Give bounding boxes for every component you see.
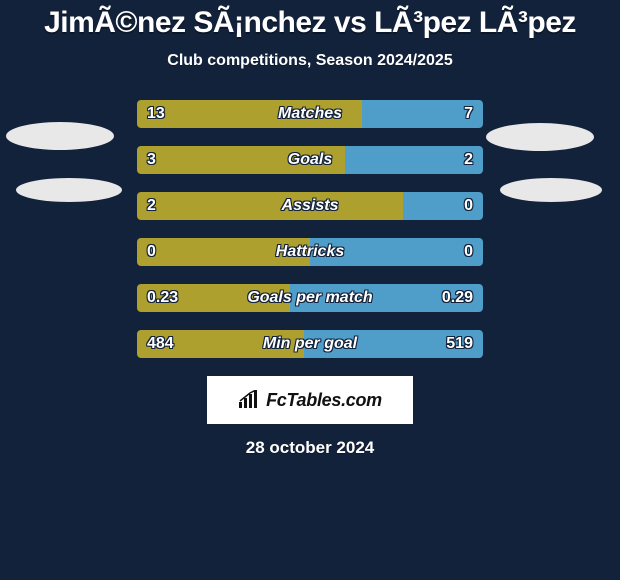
stat-bar-right: 0 bbox=[310, 238, 483, 266]
stat-row: 00Hattricks bbox=[137, 238, 483, 266]
stat-bar-left: 0.23 bbox=[137, 284, 290, 312]
stat-bar-left: 0 bbox=[137, 238, 310, 266]
stat-bar-right: 0 bbox=[403, 192, 483, 220]
stat-value-left: 0.23 bbox=[147, 289, 178, 307]
stat-value-left: 3 bbox=[147, 151, 156, 169]
brand-badge: FcTables.com bbox=[207, 376, 413, 424]
brand-text: FcTables.com bbox=[266, 390, 382, 411]
player-shadow bbox=[500, 178, 602, 202]
page-title: JimÃ©nez SÃ¡nchez vs LÃ³pez LÃ³pez bbox=[0, 0, 620, 40]
stat-value-right: 0 bbox=[464, 243, 473, 261]
stat-bar-right: 7 bbox=[362, 100, 483, 128]
stat-bar-left: 13 bbox=[137, 100, 362, 128]
stat-value-right: 0 bbox=[464, 197, 473, 215]
brand-chart-icon bbox=[238, 390, 260, 410]
stat-row: 484519Min per goal bbox=[137, 330, 483, 358]
stat-bar-left: 3 bbox=[137, 146, 345, 174]
stat-bar-left: 2 bbox=[137, 192, 403, 220]
stat-row: 20Assists bbox=[137, 192, 483, 220]
stat-bar-right: 0.29 bbox=[290, 284, 483, 312]
stat-value-left: 13 bbox=[147, 105, 165, 123]
stat-bar-left: 484 bbox=[137, 330, 304, 358]
footer-date: 28 october 2024 bbox=[0, 438, 620, 458]
player-shadow bbox=[486, 123, 594, 151]
player-shadow bbox=[16, 178, 122, 202]
stat-row: 32Goals bbox=[137, 146, 483, 174]
stat-value-left: 2 bbox=[147, 197, 156, 215]
player-shadow bbox=[6, 122, 114, 150]
stat-value-right: 519 bbox=[446, 335, 473, 353]
stat-value-left: 484 bbox=[147, 335, 174, 353]
stat-value-left: 0 bbox=[147, 243, 156, 261]
stat-row: 137Matches bbox=[137, 100, 483, 128]
stat-value-right: 7 bbox=[464, 105, 473, 123]
stat-bar-right: 519 bbox=[304, 330, 483, 358]
stat-row: 0.230.29Goals per match bbox=[137, 284, 483, 312]
subtitle: Club competitions, Season 2024/2025 bbox=[0, 52, 620, 70]
stat-value-right: 0.29 bbox=[442, 289, 473, 307]
stat-bar-right: 2 bbox=[345, 146, 483, 174]
stat-value-right: 2 bbox=[464, 151, 473, 169]
comparison-chart: 137Matches32Goals20Assists00Hattricks0.2… bbox=[137, 100, 483, 358]
